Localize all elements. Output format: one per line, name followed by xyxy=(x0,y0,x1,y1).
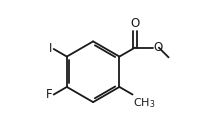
Text: I: I xyxy=(49,43,53,55)
Text: O: O xyxy=(154,41,163,54)
Text: F: F xyxy=(46,88,53,101)
Text: CH$_3$: CH$_3$ xyxy=(133,97,156,110)
Text: O: O xyxy=(130,17,140,30)
